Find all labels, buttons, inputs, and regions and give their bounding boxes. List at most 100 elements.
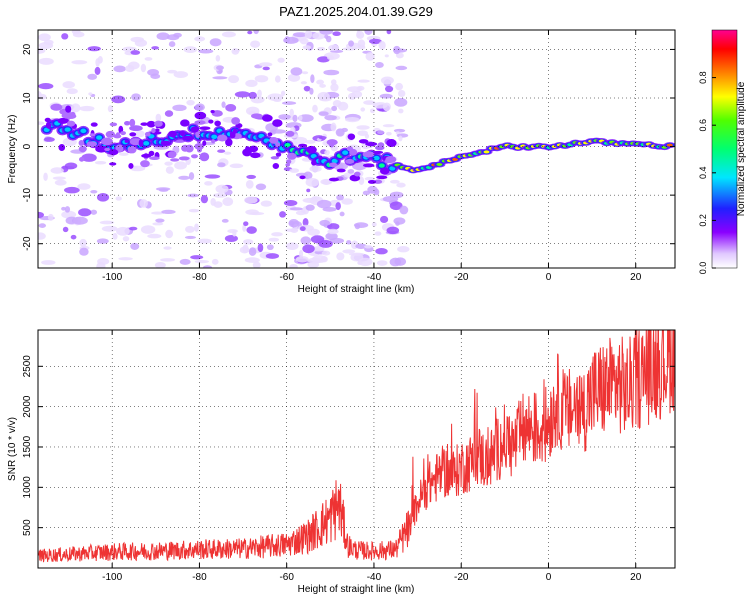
- heat-ridge-core: [666, 143, 673, 147]
- heat-noise-blob: [197, 238, 212, 244]
- heat-noise-blob: [295, 172, 308, 178]
- heat-noise-blob: [357, 39, 366, 48]
- heat-noise-blob: [285, 242, 299, 250]
- heat-ridge-scatter: [66, 120, 76, 127]
- heat-ridge-scatter: [272, 119, 283, 127]
- heat-ridge-scatter: [217, 134, 228, 142]
- heat-noise-blob: [127, 61, 140, 70]
- x-tick-label: -80: [192, 572, 207, 583]
- heat-noise-blob: [94, 161, 107, 165]
- heat-ridge-scatter: [376, 175, 388, 180]
- heat-ridge-scatter: [44, 117, 51, 123]
- y-tick-label: 20: [22, 43, 33, 55]
- heat-ridge-scatter: [65, 105, 72, 113]
- heat-noise-blob: [185, 225, 195, 233]
- heat-noise-blob: [307, 228, 320, 236]
- heat-ridge-scatter: [194, 111, 207, 120]
- x-tick-label: -40: [367, 272, 382, 283]
- heat-noise-blob: [332, 31, 341, 37]
- heat-noise-blob: [186, 99, 195, 106]
- heat-ridge-scatter: [148, 150, 155, 156]
- heat-ridge-scatter: [372, 150, 384, 154]
- y-tick-label: -10: [22, 187, 33, 202]
- heat-ridge-scatter: [384, 159, 392, 164]
- heat-noise-blob: [155, 113, 162, 122]
- heat-noise-blob: [62, 81, 75, 89]
- colorbar-ticks: 0.0 0.2 0.4 0.6 0.8: [698, 71, 716, 274]
- heat-noise-blob: [111, 95, 126, 104]
- heat-noise-blob: [158, 188, 169, 192]
- heat-ridge-scatter: [336, 168, 346, 173]
- heat-noise-blob: [305, 177, 319, 187]
- heat-noise-blob: [318, 135, 327, 140]
- heat-ridge-scatter: [78, 145, 87, 153]
- heat-noise-blob: [190, 255, 204, 260]
- heat-noise-blob: [364, 244, 373, 249]
- heat-noise-blob: [289, 207, 303, 211]
- heat-noise-blob: [61, 206, 66, 211]
- heat-ridge-core: [483, 150, 490, 154]
- heat-noise-blob: [329, 237, 345, 244]
- heat-noise-blob: [130, 242, 140, 250]
- heat-noise-blob: [87, 46, 101, 52]
- heat-noise-blob: [87, 73, 98, 80]
- heat-ridge-scatter: [225, 138, 233, 147]
- heat-ridge-scatter: [306, 145, 317, 154]
- heat-noise-blob: [367, 185, 378, 194]
- heat-ridge-scatter: [269, 136, 279, 144]
- x-tick-label: 20: [630, 272, 642, 283]
- heat-ridge-scatter: [140, 122, 148, 126]
- heat-noise-blob: [245, 106, 260, 116]
- heat-ridge-scatter: [328, 177, 340, 182]
- heat-noise-blob: [247, 30, 253, 35]
- heat-noise-blob: [274, 75, 281, 83]
- heat-noise-blob: [242, 224, 247, 232]
- heat-noise-blob: [38, 223, 47, 228]
- heat-noise-blob: [152, 222, 164, 226]
- x-tick-label: -40: [367, 572, 382, 583]
- heat-ridge-scatter: [61, 113, 70, 119]
- heat-noise-blob: [216, 65, 224, 71]
- heat-noise-blob: [212, 76, 228, 80]
- heat-ridge-core: [80, 128, 87, 134]
- heat-noise-blob: [140, 225, 156, 234]
- x-tick-label: 0: [546, 572, 552, 583]
- heat-noise-blob: [222, 197, 234, 206]
- heat-noise-blob: [284, 228, 299, 232]
- heat-noise-blob: [312, 32, 326, 40]
- heat-noise-blob: [151, 46, 160, 50]
- heat-ridge-core: [211, 134, 218, 139]
- heat-noise-blob: [382, 195, 399, 203]
- heat-ridge-scatter: [109, 122, 118, 127]
- heat-noise-blob: [365, 52, 375, 61]
- heat-noise-blob: [298, 249, 304, 258]
- heat-noise-blob: [88, 92, 93, 96]
- heat-noise-blob: [304, 30, 313, 39]
- heat-noise-blob: [71, 216, 88, 225]
- heat-ridge-scatter: [108, 149, 119, 156]
- heat-noise-blob: [289, 263, 298, 268]
- heat-noise-blob: [64, 162, 78, 170]
- heat-noise-blob: [292, 114, 298, 123]
- heat-ridge-scatter: [362, 151, 375, 158]
- y-tick-label: -20: [22, 236, 33, 251]
- heat-ridge-scatter: [245, 146, 250, 152]
- heat-noise-blob: [280, 90, 286, 96]
- heat-noise-blob: [155, 218, 165, 223]
- heat-noise-blob: [229, 163, 244, 169]
- heat-noise-blob: [54, 179, 67, 186]
- heat-noise-blob: [213, 201, 223, 208]
- heat-noise-blob: [96, 238, 109, 244]
- heat-ridge-scatter: [149, 156, 160, 160]
- heat-noise-blob: [317, 46, 326, 51]
- colorbar: 0.0 0.2 0.4 0.6 0.8 Normalized spectral ampl…: [698, 29, 747, 274]
- heat-ridge-scatter: [210, 110, 215, 114]
- heat-noise-blob: [64, 186, 80, 194]
- heat-noise-blob: [376, 260, 388, 266]
- heat-noise-blob: [151, 211, 165, 215]
- heat-noise-blob: [330, 79, 337, 85]
- heat-noise-blob: [173, 71, 189, 78]
- heat-noise-blob: [79, 247, 89, 256]
